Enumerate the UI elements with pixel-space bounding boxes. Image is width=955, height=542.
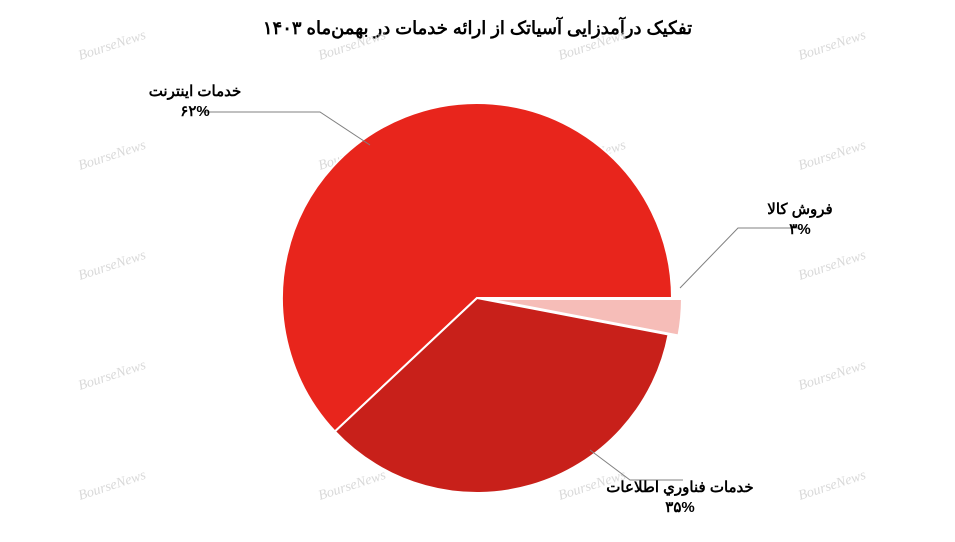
watermark: BourseNews [797,138,869,174]
watermark: BourseNews [77,138,149,174]
watermark: BourseNews [557,28,629,64]
watermark: BourseNews [77,28,149,64]
slice-label-name: خدمات اینترنت [115,82,275,102]
watermark: BourseNews [797,468,869,504]
watermark: BourseNews [797,28,869,64]
watermark: BourseNews [77,248,149,284]
watermark: BourseNews [797,248,869,284]
watermark: BourseNews [77,358,149,394]
watermark: BourseNews [317,468,389,504]
slice-label-pct: ۶۲% [115,102,275,122]
slice-label-name: فروش کالا [720,200,880,220]
slice-label-name: خدمات فناوري اطلاعات [600,478,760,498]
slice-label: فروش کالا۳% [720,200,880,241]
slice-label-pct: ۳% [720,220,880,240]
watermark: BourseNews [77,468,149,504]
watermark: BourseNews [797,358,869,394]
watermark: BourseNews [317,28,389,64]
slice-label: خدمات فناوري اطلاعات۳۵% [600,478,760,519]
slice-label-pct: ۳۵% [600,498,760,518]
slice-label: خدمات اینترنت۶۲% [115,82,275,123]
